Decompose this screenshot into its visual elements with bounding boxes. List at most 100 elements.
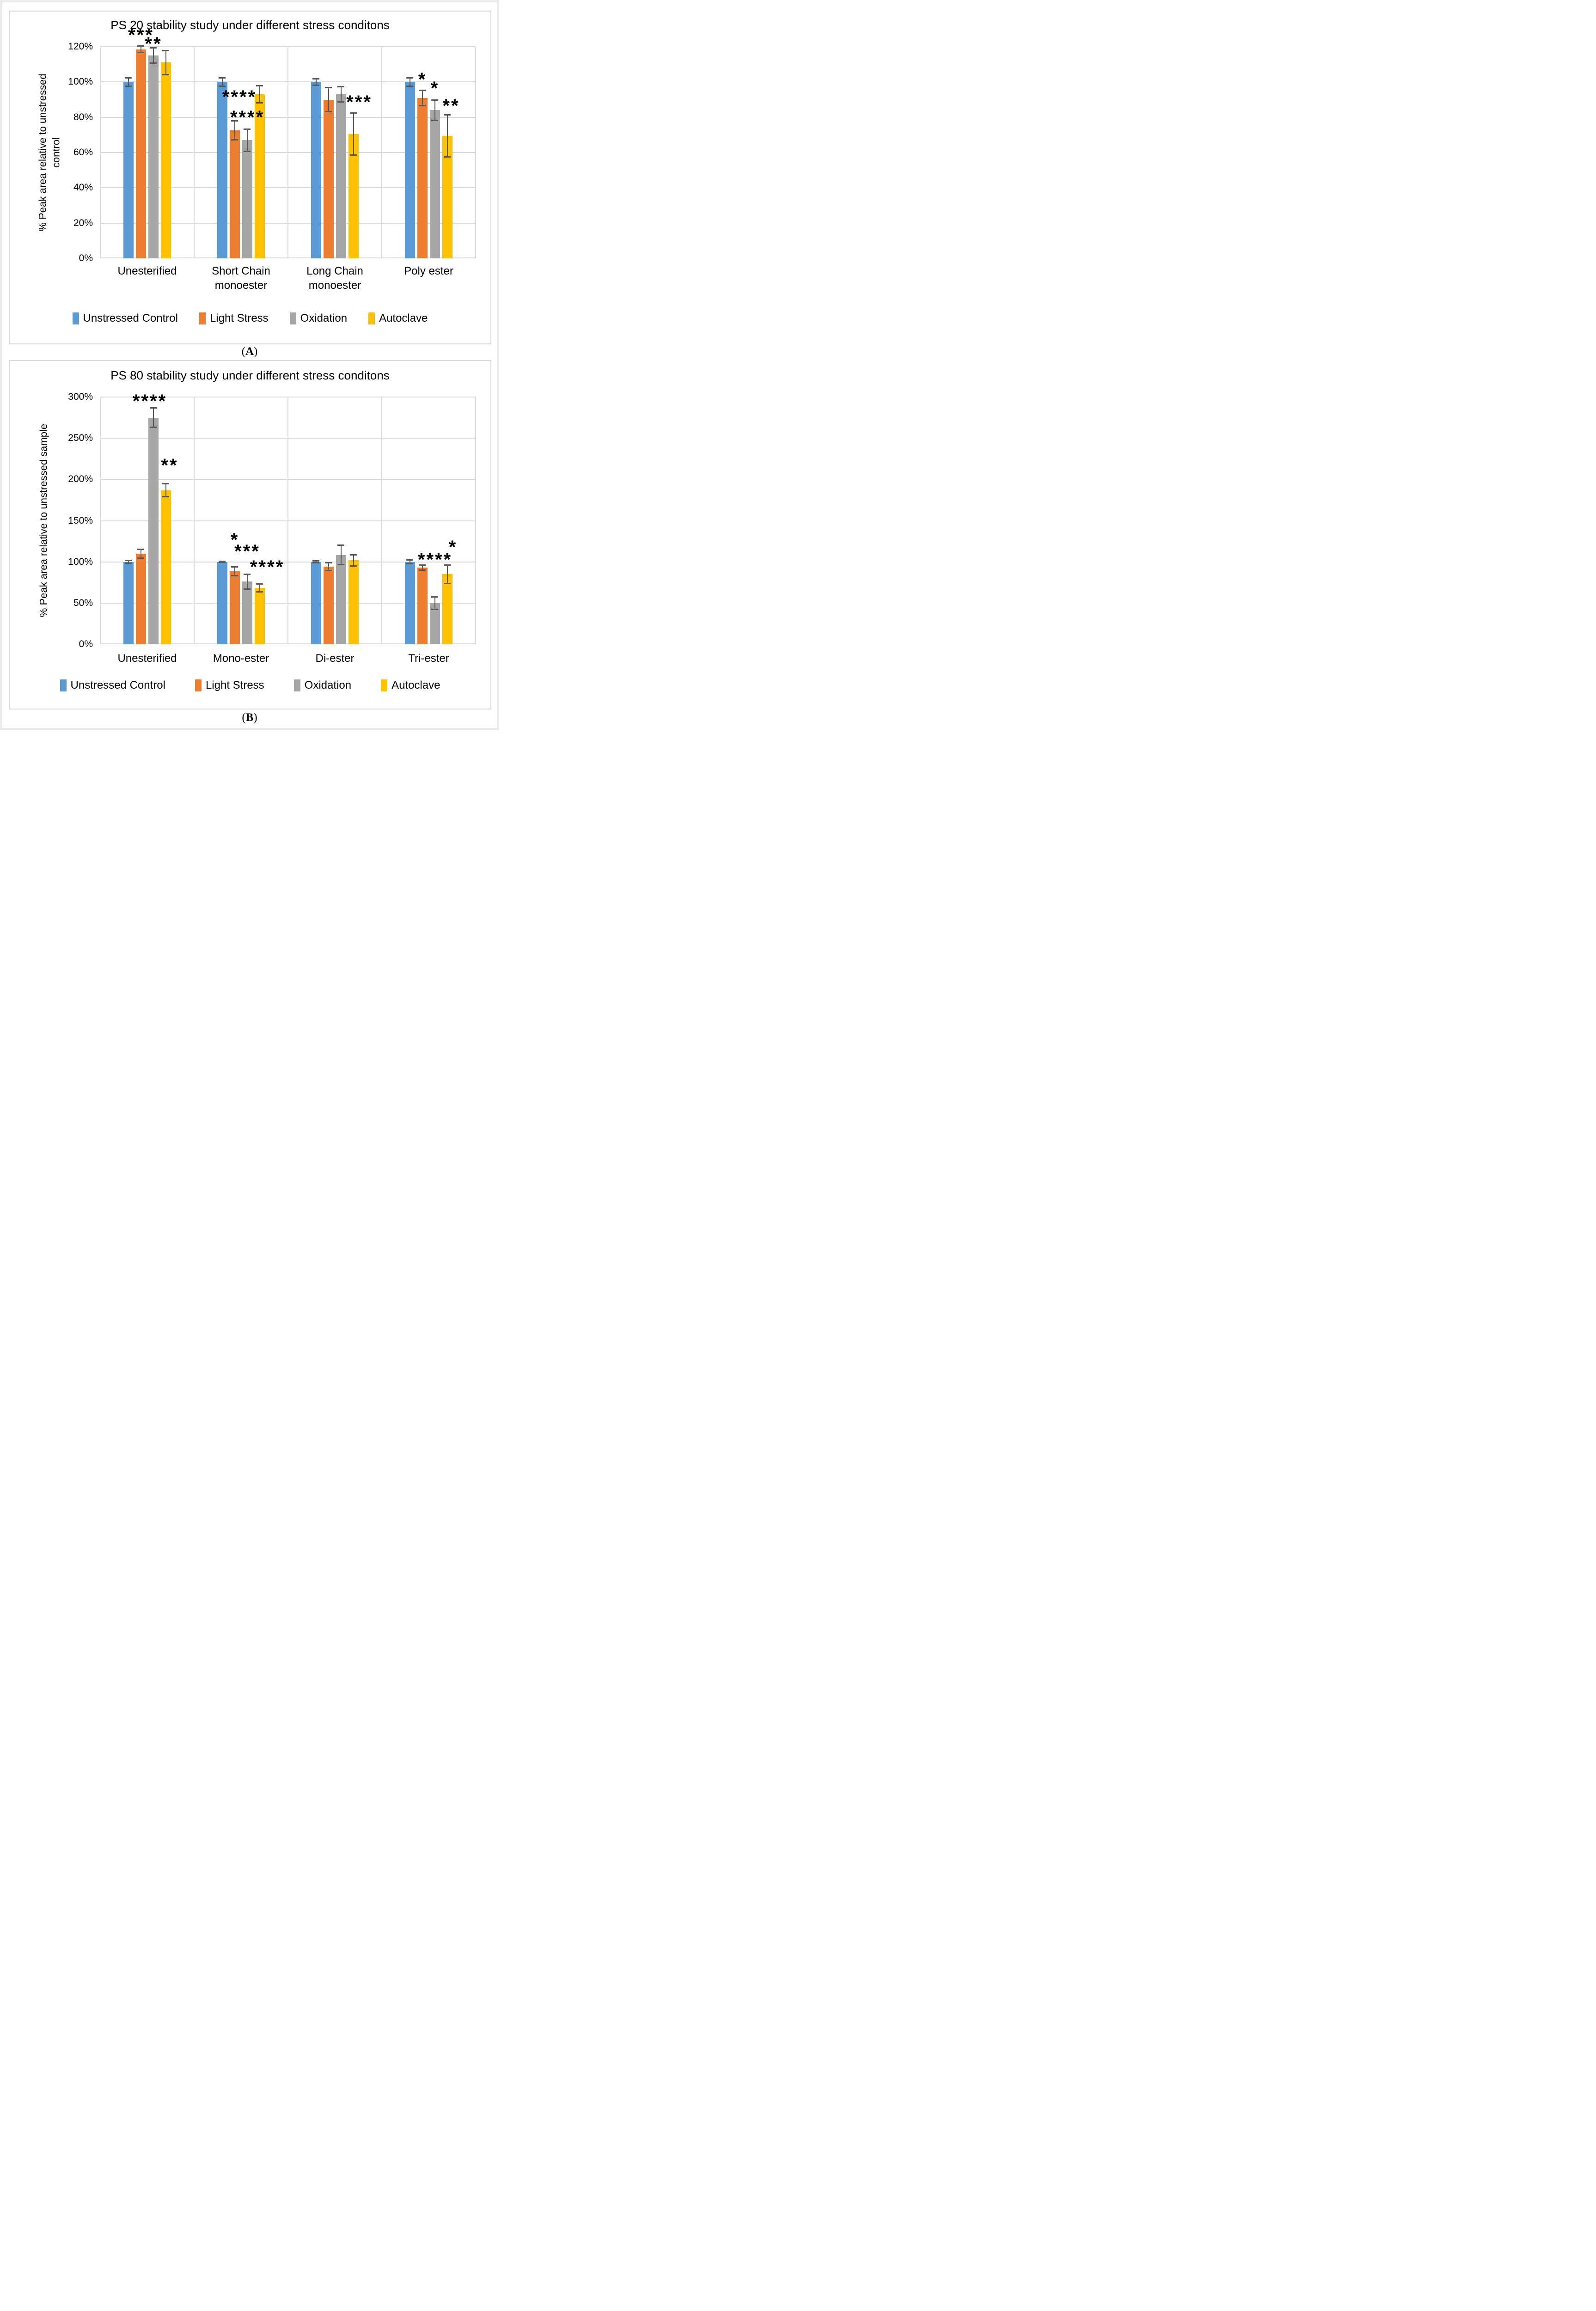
error-bar	[165, 50, 166, 75]
error-bar-cap-top	[431, 99, 438, 101]
error-bar-cap-top	[444, 564, 451, 566]
bar-autoclave	[349, 112, 359, 258]
significance-stars: ***	[128, 25, 154, 46]
y-axis-tick-label: 100%	[68, 76, 93, 87]
legend-item-oxidation: Oxidation	[294, 679, 351, 692]
error-bar-cap-bottom	[444, 156, 451, 158]
y-axis-tick-label: 50%	[73, 597, 93, 608]
y-axis-tick-label: 250%	[68, 433, 93, 444]
error-bar	[259, 85, 260, 104]
significance-stars: ****	[250, 556, 285, 577]
bar-unstressed-control	[311, 560, 321, 644]
category-label: Tri-ester	[408, 652, 449, 665]
legend-item-autoclave: Autoclave	[368, 312, 428, 325]
error-bar-cap-bottom	[244, 151, 251, 153]
error-bar	[247, 574, 248, 589]
chart-b-y-axis-ticks: 0% 50% 100% 150% 200% 250% 300%	[10, 391, 97, 649]
error-bar	[434, 596, 435, 610]
error-bar-cap-top	[150, 407, 157, 409]
error-bar	[422, 564, 423, 571]
error-bar-cap-bottom	[137, 52, 144, 54]
bar-unstressed-control	[405, 559, 415, 644]
bar-unstressed-control	[217, 77, 227, 258]
category-boundary-line	[381, 47, 382, 258]
bar-oxidation	[148, 407, 159, 644]
caption-a-letter: A	[245, 345, 254, 358]
chart-a-y-axis-ticks: 0% 20% 40% 60% 80% 100% 120%	[10, 41, 97, 263]
error-bar	[234, 121, 235, 141]
bar-autoclave	[255, 583, 265, 644]
significance-stars: *	[230, 529, 239, 550]
legend-item-oxidation: Oxidation	[289, 312, 347, 325]
y-axis-tick-label: 60%	[73, 147, 93, 158]
bar-oxidation	[336, 544, 346, 644]
error-bar	[328, 87, 329, 112]
category-label: Unesterified	[117, 265, 177, 277]
bar-autoclave	[442, 564, 453, 644]
y-axis-tick-label: 0%	[79, 639, 93, 649]
error-bar-cap-top	[406, 559, 413, 561]
error-bar-cap-bottom	[431, 609, 438, 611]
significance-stars: ****	[417, 549, 453, 570]
caption-a: (A)	[2, 345, 497, 358]
caption-b-paren-open: (	[242, 711, 246, 724]
bar-light-stress	[136, 45, 146, 258]
legend-marker-autoclave	[381, 679, 388, 691]
category-boundary-line	[475, 397, 476, 644]
legend-item-autoclave: Autoclave	[381, 679, 440, 692]
bar-unstressed-control	[217, 560, 227, 644]
error-bar-cap-top	[137, 549, 144, 550]
bar-light-stress	[136, 549, 146, 644]
legend-item-light-stress: Light Stress	[195, 679, 264, 692]
legend-label: Unstressed Control	[83, 312, 178, 324]
category-boundary-line	[194, 397, 195, 644]
error-bar-cap-top	[256, 583, 263, 585]
caption-b-letter: B	[245, 711, 254, 724]
error-bar-cap-top	[431, 596, 438, 598]
chart-a-legend: Unstressed Control Light Stress Oxidation A…	[10, 312, 490, 325]
y-axis-tick-label: 0%	[79, 253, 93, 263]
error-bar-cap-bottom	[125, 562, 132, 564]
chart-a-plot-area: *** ** **** **** *** * * **	[100, 26, 476, 258]
error-bar-cap-top	[162, 49, 169, 51]
error-bar-cap-bottom	[137, 557, 144, 559]
error-bar	[153, 47, 154, 64]
bar-groups: *** ** **** **** *** * * **	[100, 26, 476, 258]
error-bar-cap-bottom	[150, 426, 157, 428]
error-bar-cap-bottom	[219, 562, 226, 563]
error-bar-cap-top	[125, 560, 132, 562]
y-axis-tick-label: 150%	[68, 515, 93, 526]
error-bar-cap-bottom	[325, 111, 332, 113]
category-group: *****	[100, 26, 194, 258]
significance-stars: ***	[234, 541, 260, 562]
error-bar-cap-bottom	[162, 74, 169, 76]
significance-stars: *	[418, 69, 427, 90]
error-bar-cap-bottom	[312, 562, 319, 564]
error-bar-cap-top	[419, 564, 426, 566]
error-bar-cap-bottom	[406, 85, 413, 87]
bar-light-stress	[324, 86, 334, 258]
error-bar-cap-top	[150, 47, 157, 49]
error-bar-cap-bottom	[406, 563, 413, 565]
caption-b-paren-close: )	[253, 711, 257, 724]
error-bar-cap-bottom	[231, 139, 238, 141]
bar-autoclave	[161, 483, 171, 644]
error-bar-cap-bottom	[125, 85, 132, 87]
panel-a: PS 20 stability study under different st…	[9, 11, 491, 344]
category-group: ***	[288, 47, 382, 258]
bar-unstressed-control	[405, 77, 415, 258]
legend-item-light-stress: Light Stress	[199, 312, 269, 325]
legend-label: Light Stress	[209, 312, 269, 324]
category-boundary-line	[194, 47, 195, 258]
error-bar-cap-top	[444, 114, 451, 116]
y-axis-tick-label: 120%	[68, 41, 93, 52]
bar-light-stress	[230, 566, 240, 644]
error-bar-cap-bottom	[244, 588, 251, 590]
y-axis-tick-label: 200%	[68, 474, 93, 485]
bar-oxidation	[430, 99, 440, 258]
category-boundary-line	[381, 397, 382, 644]
y-axis-tick-label: 20%	[73, 217, 93, 228]
error-bar-cap-top	[231, 566, 238, 568]
caption-a-paren-open: (	[241, 345, 245, 358]
category-group: *****	[382, 397, 476, 644]
